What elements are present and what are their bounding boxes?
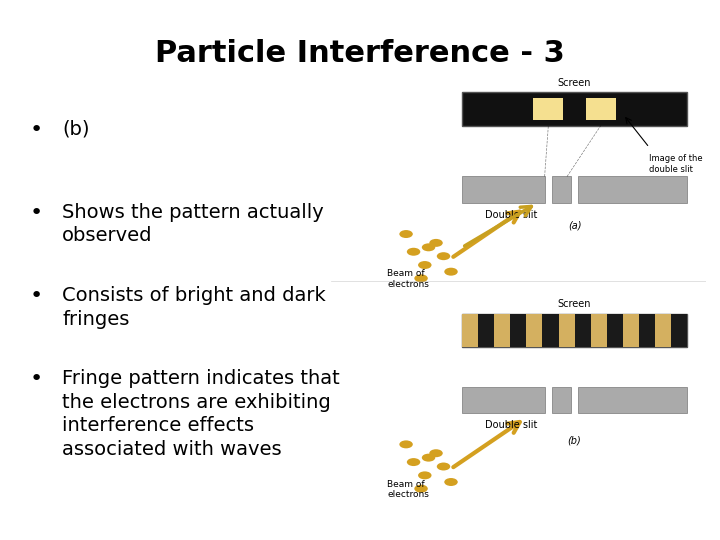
- Text: (a): (a): [568, 221, 581, 231]
- Bar: [586, 98, 616, 120]
- Circle shape: [418, 261, 431, 269]
- Bar: [526, 314, 542, 347]
- Text: Double slit: Double slit: [485, 210, 537, 220]
- FancyArrowPatch shape: [454, 212, 520, 257]
- Text: (b): (b): [63, 119, 90, 139]
- Text: Beam of
electrons: Beam of electrons: [387, 480, 429, 499]
- Bar: [590, 314, 607, 347]
- Bar: [552, 177, 571, 203]
- Circle shape: [429, 449, 443, 457]
- FancyArrowPatch shape: [454, 422, 520, 467]
- Circle shape: [418, 471, 431, 480]
- Circle shape: [437, 252, 450, 260]
- Text: •: •: [30, 369, 43, 389]
- Circle shape: [444, 268, 458, 275]
- Text: •: •: [30, 203, 43, 223]
- Circle shape: [422, 244, 436, 251]
- Bar: [495, 314, 510, 347]
- Bar: [559, 314, 575, 347]
- Text: (b): (b): [567, 435, 582, 445]
- Bar: [462, 387, 544, 414]
- Bar: [578, 387, 687, 414]
- Text: •: •: [30, 119, 43, 139]
- Text: Screen: Screen: [558, 299, 591, 309]
- Circle shape: [444, 478, 458, 486]
- Circle shape: [429, 239, 443, 247]
- Bar: [575, 314, 590, 347]
- Bar: [462, 314, 478, 347]
- Bar: [534, 98, 563, 120]
- Bar: [578, 177, 687, 203]
- Text: Fringe pattern indicates that
the electrons are exhibiting
interference effects
: Fringe pattern indicates that the electr…: [63, 369, 340, 459]
- Bar: [552, 387, 571, 414]
- Bar: [462, 177, 544, 203]
- Text: Shows the pattern actually
observed: Shows the pattern actually observed: [63, 203, 324, 245]
- Text: Screen: Screen: [558, 78, 591, 88]
- Circle shape: [422, 454, 436, 462]
- Text: Image of the
double slit: Image of the double slit: [649, 154, 703, 174]
- Bar: [654, 314, 671, 347]
- Bar: [623, 314, 639, 347]
- Bar: [510, 314, 526, 347]
- Text: Particle Interference - 3: Particle Interference - 3: [155, 39, 565, 68]
- Circle shape: [407, 248, 420, 256]
- Text: Consists of bright and dark
fringes: Consists of bright and dark fringes: [63, 286, 326, 329]
- Bar: [542, 314, 559, 347]
- Circle shape: [400, 230, 413, 238]
- Text: •: •: [30, 286, 43, 306]
- Bar: [607, 314, 623, 347]
- Circle shape: [407, 458, 420, 466]
- Polygon shape: [462, 92, 687, 126]
- Bar: [478, 314, 495, 347]
- Text: Beam of
electrons: Beam of electrons: [387, 269, 429, 289]
- Circle shape: [400, 441, 413, 448]
- Bar: [671, 314, 687, 347]
- Circle shape: [437, 463, 450, 470]
- Bar: [462, 314, 687, 347]
- Circle shape: [414, 485, 428, 492]
- Bar: [639, 314, 654, 347]
- Text: Double slit: Double slit: [485, 420, 537, 430]
- Circle shape: [414, 274, 428, 282]
